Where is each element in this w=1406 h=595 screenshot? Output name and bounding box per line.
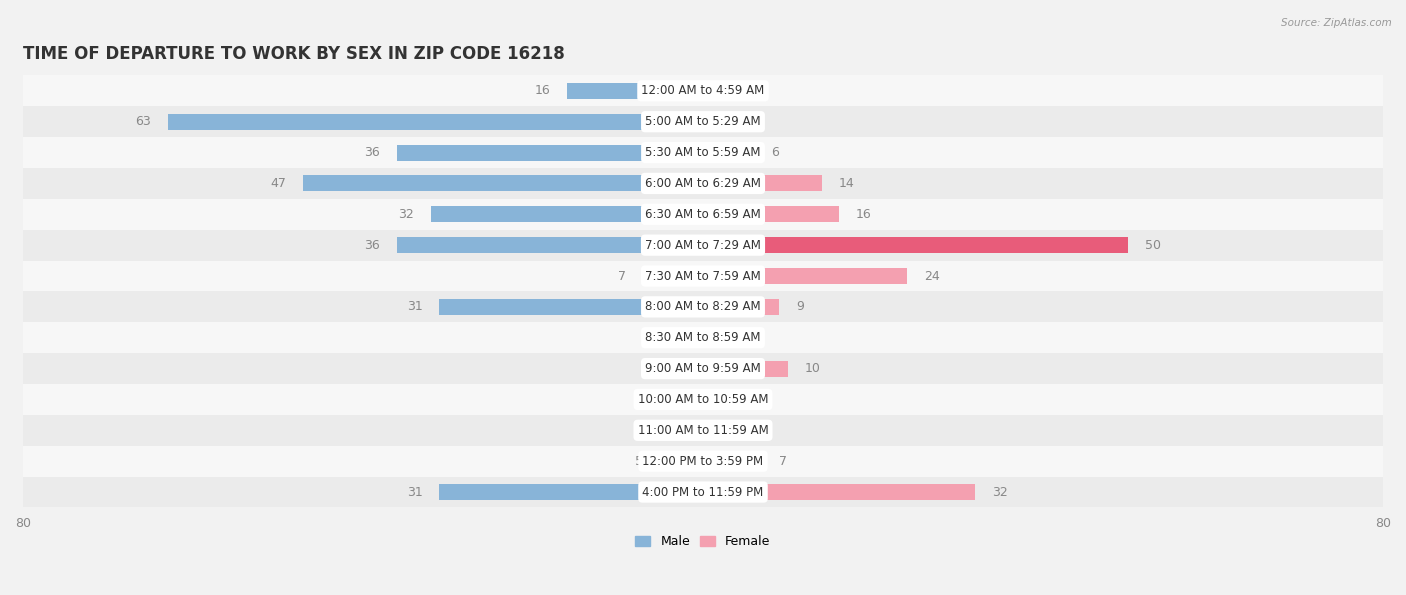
Bar (703, 176, 823, 192)
Text: 24: 24 (924, 270, 939, 283)
Bar (440, 484, 703, 500)
Text: 6:00 AM to 6:29 AM: 6:00 AM to 6:29 AM (645, 177, 761, 190)
Text: 9:00 AM to 9:59 AM: 9:00 AM to 9:59 AM (645, 362, 761, 375)
Text: 0: 0 (720, 424, 728, 437)
Text: 31: 31 (406, 486, 422, 499)
Bar (396, 237, 703, 253)
Bar (22, 353, 1384, 384)
Bar (22, 230, 1384, 261)
Bar (703, 114, 728, 130)
Bar (567, 83, 703, 99)
Text: 6: 6 (770, 146, 779, 159)
Bar (22, 199, 1384, 230)
Bar (22, 107, 1384, 137)
Bar (644, 268, 703, 284)
Text: 10: 10 (806, 362, 821, 375)
Bar (678, 422, 703, 439)
Text: TIME OF DEPARTURE TO WORK BY SEX IN ZIP CODE 16218: TIME OF DEPARTURE TO WORK BY SEX IN ZIP … (22, 45, 565, 62)
Text: 11:00 AM to 11:59 AM: 11:00 AM to 11:59 AM (638, 424, 768, 437)
Bar (22, 322, 1384, 353)
Text: 9: 9 (797, 300, 804, 314)
Bar (703, 392, 728, 408)
Text: 47: 47 (270, 177, 287, 190)
Text: 32: 32 (993, 486, 1008, 499)
Bar (22, 137, 1384, 168)
Text: 5:30 AM to 5:59 AM: 5:30 AM to 5:59 AM (645, 146, 761, 159)
Text: 5: 5 (636, 455, 644, 468)
Text: 10:00 AM to 10:59 AM: 10:00 AM to 10:59 AM (638, 393, 768, 406)
Text: 7:30 AM to 7:59 AM: 7:30 AM to 7:59 AM (645, 270, 761, 283)
Text: 4:00 PM to 11:59 PM: 4:00 PM to 11:59 PM (643, 486, 763, 499)
Text: 12:00 AM to 4:59 AM: 12:00 AM to 4:59 AM (641, 84, 765, 98)
Text: 16: 16 (856, 208, 872, 221)
Bar (22, 446, 1384, 477)
Legend: Male, Female: Male, Female (630, 530, 776, 553)
Bar (22, 415, 1384, 446)
Text: Source: ZipAtlas.com: Source: ZipAtlas.com (1281, 18, 1392, 28)
Text: 7: 7 (619, 270, 627, 283)
Bar (703, 299, 779, 315)
Bar (22, 477, 1384, 508)
Text: 0: 0 (678, 362, 686, 375)
Bar (703, 361, 787, 377)
Text: 7:00 AM to 7:29 AM: 7:00 AM to 7:29 AM (645, 239, 761, 252)
Text: 0: 0 (678, 393, 686, 406)
Text: 32: 32 (398, 208, 413, 221)
Text: 8:30 AM to 8:59 AM: 8:30 AM to 8:59 AM (645, 331, 761, 345)
Text: 3: 3 (745, 393, 754, 406)
Bar (703, 453, 762, 469)
Text: 8:00 AM to 8:29 AM: 8:00 AM to 8:29 AM (645, 300, 761, 314)
Bar (661, 453, 703, 469)
Text: 5:00 AM to 5:29 AM: 5:00 AM to 5:29 AM (645, 115, 761, 128)
Bar (703, 484, 974, 500)
Text: 7: 7 (779, 455, 787, 468)
Bar (167, 114, 703, 130)
Bar (703, 206, 839, 223)
Text: 63: 63 (135, 115, 150, 128)
Text: 36: 36 (364, 146, 380, 159)
Text: 31: 31 (406, 300, 422, 314)
Text: 50: 50 (1144, 239, 1161, 252)
Text: 4: 4 (754, 331, 762, 345)
Text: 16: 16 (534, 84, 550, 98)
Text: 14: 14 (839, 177, 855, 190)
Text: 12:00 PM to 3:59 PM: 12:00 PM to 3:59 PM (643, 455, 763, 468)
Text: 6:30 AM to 6:59 AM: 6:30 AM to 6:59 AM (645, 208, 761, 221)
Bar (432, 206, 703, 223)
Bar (703, 145, 754, 161)
Bar (22, 168, 1384, 199)
Bar (396, 145, 703, 161)
Text: 0: 0 (720, 84, 728, 98)
Text: 0: 0 (678, 331, 686, 345)
Bar (440, 299, 703, 315)
Bar (703, 268, 907, 284)
Text: 3: 3 (652, 424, 661, 437)
Bar (703, 237, 1128, 253)
Bar (22, 76, 1384, 107)
Text: 3: 3 (745, 115, 754, 128)
Bar (304, 176, 703, 192)
Bar (22, 261, 1384, 292)
Text: 36: 36 (364, 239, 380, 252)
Bar (22, 384, 1384, 415)
Bar (703, 330, 737, 346)
Bar (22, 292, 1384, 322)
